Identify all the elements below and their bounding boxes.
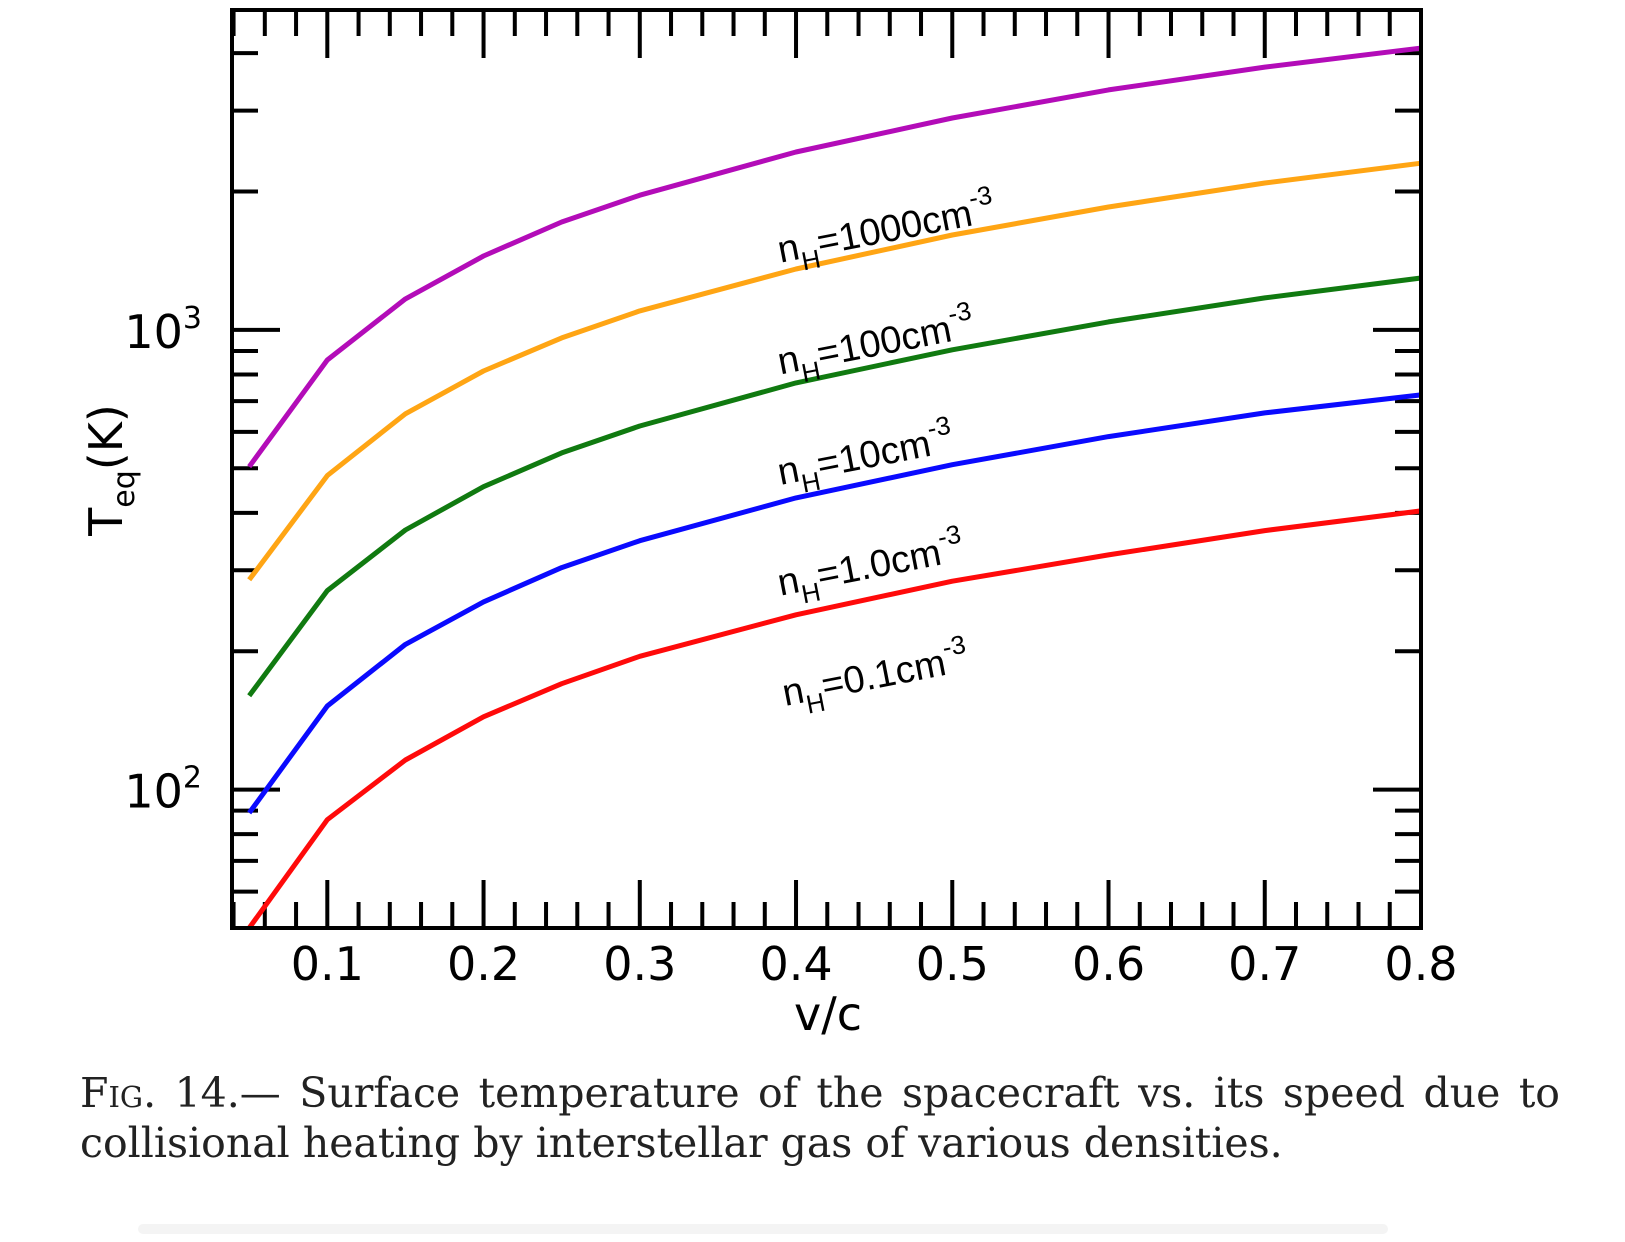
x-tick-labels: 0.1 0.2 0.3 0.4 0.5 0.6 0.7 0.8	[291, 937, 1458, 991]
x-tick-label: 0.5	[916, 937, 989, 991]
y-tick-base: 10	[124, 305, 183, 359]
y-tick-label: 103	[124, 301, 202, 359]
annot-value: =1000cm	[813, 193, 976, 264]
page-footer-bar	[138, 1224, 1388, 1234]
series-line-2	[247, 275, 1422, 698]
series-annotation: nH=0.1cm-3	[777, 629, 974, 724]
series-annotation: nH=10cm-3	[772, 410, 958, 503]
series-line-4	[247, 508, 1422, 930]
y-axis-label: Teq(K)	[79, 404, 142, 537]
x-tick-label: 0.6	[1072, 937, 1145, 991]
figure-caption: Fig. 14.— Surface temperature of the spa…	[80, 1068, 1560, 1168]
x-tick-label: 0.3	[603, 937, 676, 991]
caption-text: Surface temperature of the spacecraft vs…	[80, 1069, 1560, 1167]
y-tick-exponent: 2	[183, 761, 202, 796]
x-tick-label: 0.7	[1228, 937, 1301, 991]
annot-superscript: -3	[935, 519, 963, 553]
x-tick-label: 0.2	[447, 937, 520, 991]
y-axis-label-sub: eq	[107, 470, 142, 508]
x-tick-label: 0.4	[759, 937, 832, 991]
series-annotations: nH=1000cm-3nH=100cm-3nH=10cm-3nH=1.0cm-3…	[772, 179, 1000, 724]
annot-value: =0.1cm	[818, 642, 949, 707]
plot-frame	[230, 8, 1423, 930]
tick-marks	[231, 10, 1423, 930]
series-annotation: nH=1000cm-3	[772, 179, 1000, 280]
series-line-3	[247, 392, 1422, 815]
x-axis-label: v/c	[794, 987, 862, 1041]
series-line-0	[247, 45, 1422, 469]
y-tick-base: 10	[124, 765, 183, 819]
y-tick-exponent: 3	[183, 301, 202, 336]
annot-superscript: -3	[945, 295, 973, 329]
series-annotation: nH=100cm-3	[772, 295, 979, 392]
y-axis-label-main: T	[79, 507, 133, 537]
caption-dash: —	[239, 1069, 281, 1117]
annot-value: =10cm	[813, 423, 934, 486]
annot-superscript: -3	[966, 179, 994, 213]
series-line-1	[247, 160, 1422, 582]
y-axis-label-unit: (K)	[79, 404, 133, 470]
y-tick-label: 102	[124, 761, 202, 819]
x-tick-label: 0.1	[291, 937, 364, 991]
annot-superscript: -3	[940, 629, 968, 663]
figure-number: Fig. 14.	[80, 1069, 240, 1117]
x-tick-label: 0.8	[1384, 937, 1457, 991]
series-lines	[247, 45, 1422, 930]
annot-superscript: -3	[925, 410, 953, 444]
